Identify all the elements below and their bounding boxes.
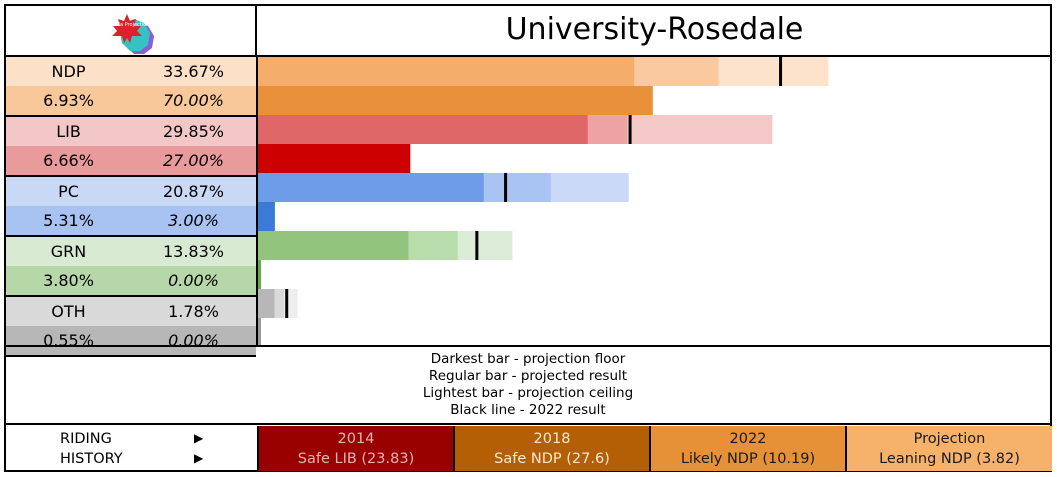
- history-label-line2: HISTORY: [60, 451, 123, 467]
- history-cell: 2022 Likely NDP (10.19): [649, 426, 845, 471]
- chart-title: University-Rosedale: [505, 12, 804, 47]
- projected-vote: 29.85%: [162, 122, 224, 141]
- bar-chart: [258, 57, 829, 345]
- win-probability: 3.00%: [168, 211, 219, 230]
- win-probability-bar: [258, 144, 411, 173]
- legend: Darkest bar - projection floor Regular b…: [4, 345, 1052, 425]
- party-name: OTH: [51, 302, 86, 321]
- history-label-line1: RIDING: [60, 431, 112, 447]
- legend-result: Regular bar - projected result: [428, 368, 628, 384]
- logo: Canada Projections: [104, 14, 154, 54]
- party-name: GRN: [50, 242, 87, 261]
- party-name: LIB: [56, 122, 81, 141]
- party-group-ndp: NDP 33.67% 6.93% 70.00%: [6, 57, 256, 117]
- result-2022-line: [779, 57, 783, 86]
- party-subrow: 5.31% 3.00%: [6, 206, 256, 235]
- win-probability-bar: [258, 86, 653, 115]
- projected-vote: 33.67%: [162, 62, 224, 81]
- projected-vote: 20.87%: [162, 182, 224, 201]
- title-cell: University-Rosedale: [257, 4, 1052, 57]
- history-year: Projection: [913, 431, 986, 447]
- win-probability: 0.00%: [168, 271, 219, 290]
- party-subrow: 3.80% 0.00%: [6, 266, 256, 295]
- legend-line: Black line - 2022 result: [450, 402, 606, 418]
- logo-cell: Canada Projections: [4, 4, 257, 57]
- party-row: NDP 33.67%: [6, 57, 256, 86]
- history-result: Leaning NDP (3.82): [879, 451, 1020, 467]
- floor-bar: [258, 57, 635, 86]
- riding-history-label: RIDING HISTORY ▶ ▶: [6, 426, 256, 471]
- party-row: LIB 29.85%: [6, 117, 256, 146]
- history-result: Safe NDP (27.6): [494, 451, 610, 467]
- result-2022-line: [504, 173, 508, 202]
- party-group-lib: LIB 29.85% 6.66% 27.00%: [6, 117, 256, 177]
- logo-text: Canada Projections: [104, 22, 152, 28]
- history-cell: 2014 Safe LIB (23.83): [257, 426, 453, 471]
- floor-bar: [258, 231, 409, 260]
- history-cell: Projection Leaning NDP (3.82): [845, 426, 1052, 471]
- legend-ceiling: Lightest bar - projection ceiling: [422, 385, 634, 401]
- win-probability: 70.00%: [162, 91, 224, 110]
- party-row: OTH 1.78%: [6, 297, 256, 326]
- result-2022-line: [628, 115, 632, 144]
- floor-bar: [258, 115, 588, 144]
- vote-margin: 3.80%: [43, 271, 94, 290]
- arrow-right-icon: ▶: [194, 431, 204, 445]
- party-name: NDP: [51, 62, 86, 81]
- floor-bar: [258, 289, 275, 318]
- party-subrow: 6.93% 70.00%: [6, 86, 256, 115]
- party-name: PC: [58, 182, 79, 201]
- history-year: 2022: [729, 431, 767, 447]
- party-table: NDP 33.67% 6.93% 70.00% LIB 29.85% 6.66% 27.00%…: [6, 57, 256, 357]
- win-probability-bar: [258, 260, 261, 289]
- party-group-oth: OTH 1.78% 0.55% 0.00%: [6, 297, 256, 357]
- history-cell: 2018 Safe NDP (27.6): [453, 426, 649, 471]
- win-probability: 27.00%: [162, 151, 224, 170]
- win-probability-bar: [258, 202, 275, 231]
- party-row: GRN 13.83%: [6, 237, 256, 266]
- history-result: Safe LIB (23.83): [297, 451, 415, 467]
- history-result: Likely NDP (10.19): [680, 451, 816, 467]
- column-divider: [256, 57, 258, 347]
- legend-floor: Darkest bar - projection floor: [430, 351, 626, 367]
- win-probability-bar: [258, 318, 261, 345]
- party-subrow: 6.66% 27.00%: [6, 146, 256, 175]
- arrow-right-icon: ▶: [194, 451, 204, 465]
- projected-vote: 13.83%: [162, 242, 224, 261]
- history-year: 2018: [533, 431, 571, 447]
- result-2022-line: [475, 231, 479, 260]
- party-row: PC 20.87%: [6, 177, 256, 206]
- party-group-pc: PC 20.87% 5.31% 3.00%: [6, 177, 256, 237]
- party-subrow: 0.55% 0.00%: [6, 326, 256, 355]
- floor-bar: [258, 173, 484, 202]
- party-group-grn: GRN 13.83% 3.80% 0.00%: [6, 237, 256, 297]
- projected-vote: 1.78%: [168, 302, 219, 321]
- vote-margin: 6.93%: [43, 91, 94, 110]
- vote-margin: 6.66%: [43, 151, 94, 170]
- vote-margin: 5.31%: [43, 211, 94, 230]
- result-2022-line: [285, 289, 289, 318]
- history-year: 2014: [337, 431, 375, 447]
